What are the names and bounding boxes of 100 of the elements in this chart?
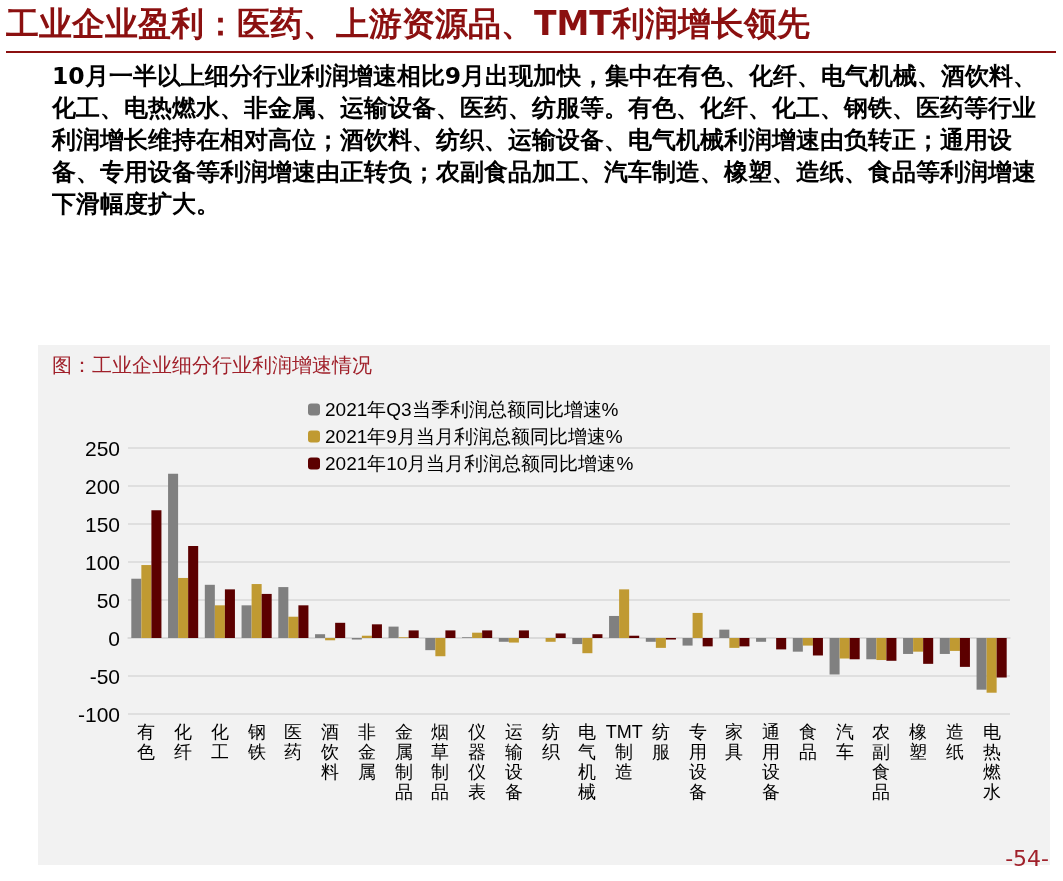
bar	[261, 593, 272, 638]
bar	[582, 638, 593, 654]
x-tick-label: 农副食品	[872, 722, 891, 802]
bar	[682, 638, 693, 646]
bar	[141, 565, 152, 638]
x-tick-label: 食品	[798, 722, 817, 762]
y-tick-label: 200	[84, 474, 120, 498]
bar	[315, 634, 326, 638]
x-tick-label: 非金属	[357, 722, 376, 782]
bar	[866, 638, 877, 660]
bar	[812, 638, 823, 656]
bar	[388, 626, 399, 638]
x-tick-label: 通用设备	[762, 722, 781, 802]
bar	[829, 638, 840, 675]
x-tick-label: 烟草制品	[431, 722, 450, 802]
bar	[949, 638, 960, 651]
bar	[278, 587, 289, 638]
bar	[903, 638, 914, 654]
bar	[214, 605, 225, 638]
x-tick-label: 电热燃水	[982, 722, 1001, 802]
legend-label: 2021年10月当月利润总额同比增速%	[325, 453, 634, 474]
bar	[168, 473, 179, 638]
bar	[482, 630, 493, 638]
x-tick-label: 汽车	[835, 722, 854, 762]
y-tick-label: 0	[108, 626, 120, 650]
bar	[518, 630, 529, 638]
bar	[702, 638, 713, 647]
x-tick-label: 化纤	[174, 722, 193, 762]
bar	[498, 638, 509, 642]
x-tick-label: 橡塑	[909, 722, 928, 762]
x-tick-label: 钢铁	[246, 722, 266, 762]
bar	[939, 638, 950, 654]
text: -54-	[1005, 846, 1049, 871]
y-tick-label: 250	[84, 436, 120, 460]
bar	[986, 638, 997, 693]
bar	[876, 638, 887, 661]
x-tick-label: 家具	[725, 722, 744, 762]
bar	[802, 638, 813, 646]
bar	[913, 638, 924, 652]
bar	[445, 630, 456, 638]
bar	[976, 638, 987, 690]
bar	[655, 638, 666, 648]
legend-label: 2021年9月当月利润总额同比增速%	[325, 426, 623, 447]
bar	[692, 612, 703, 638]
bar	[151, 510, 162, 638]
bar	[619, 589, 630, 638]
bar	[756, 638, 767, 642]
bar	[435, 638, 446, 657]
bar	[178, 577, 189, 638]
bar	[288, 616, 299, 638]
x-tick-label: 有色	[137, 722, 156, 762]
bar	[792, 638, 803, 652]
bar	[224, 589, 235, 638]
bar	[188, 546, 199, 638]
x-tick-label: 仪器仪表	[468, 722, 487, 802]
chart-title: 工业企业盈利：医药、上游资源品、TMT利润增长领先	[6, 2, 1056, 53]
chart-subtitle: 10月一半以上细分行业利润增速相比9月出现加快，集中在有色、化纤、电气机械、酒饮料、化工、电热燃水、非金属、运输设备、医药、纺服等。有色、化纤、化工、钢铁、医药等行业利润增长维持在相对高位；酒饮料、纺织、运输设备、电气机械利润增速由负转正；通用设备、专用设备等利润增速由正转负；农副食品加工、汽车制造、橡塑、造纸、食品等利润增速下滑幅度扩大。	[52, 61, 1039, 220]
x-tick-label: 纺服	[651, 722, 670, 762]
x-tick-label: 医药	[284, 722, 303, 762]
bar	[472, 632, 483, 638]
x-tick-label: 电气机械	[578, 722, 597, 802]
text: 图：工业企业细分行业利润增速情况	[52, 352, 372, 379]
bar	[251, 584, 262, 638]
bar	[555, 633, 566, 638]
bar	[508, 638, 519, 643]
bar	[886, 638, 897, 661]
bar	[849, 638, 860, 660]
bar	[609, 615, 620, 638]
x-tick-label: 酒饮料	[320, 722, 340, 782]
bar	[572, 638, 583, 645]
x-tick-label: 专用设备	[688, 722, 707, 802]
bar	[923, 638, 934, 664]
y-tick-label: -100	[77, 702, 120, 726]
bar	[131, 578, 142, 638]
legend-label: 2021年Q3当季利润总额同比增速%	[325, 399, 619, 420]
bar	[371, 624, 382, 638]
x-tick-label: 运输设备	[504, 722, 523, 802]
bar	[204, 584, 215, 638]
bar	[645, 638, 656, 642]
bar	[959, 638, 970, 667]
x-tick-label: TMT制造	[605, 722, 643, 782]
bar	[729, 638, 740, 648]
bar	[298, 605, 309, 638]
bar	[335, 622, 346, 638]
x-tick-label: 纺织	[541, 722, 560, 762]
bar	[408, 630, 419, 638]
bar	[776, 638, 787, 650]
y-tick-label: -50	[89, 664, 120, 688]
y-tick-label: 100	[84, 550, 120, 574]
bar	[592, 634, 603, 638]
x-tick-label: 金属制品	[394, 722, 413, 802]
bar	[241, 605, 252, 638]
y-tick-label: 50	[96, 588, 120, 612]
bar	[545, 638, 556, 642]
bar	[996, 638, 1007, 678]
x-tick-label: 造纸	[945, 722, 964, 762]
bar	[739, 638, 750, 647]
bar	[719, 629, 730, 638]
x-tick-label: 化工	[210, 722, 229, 762]
bar	[839, 638, 850, 659]
